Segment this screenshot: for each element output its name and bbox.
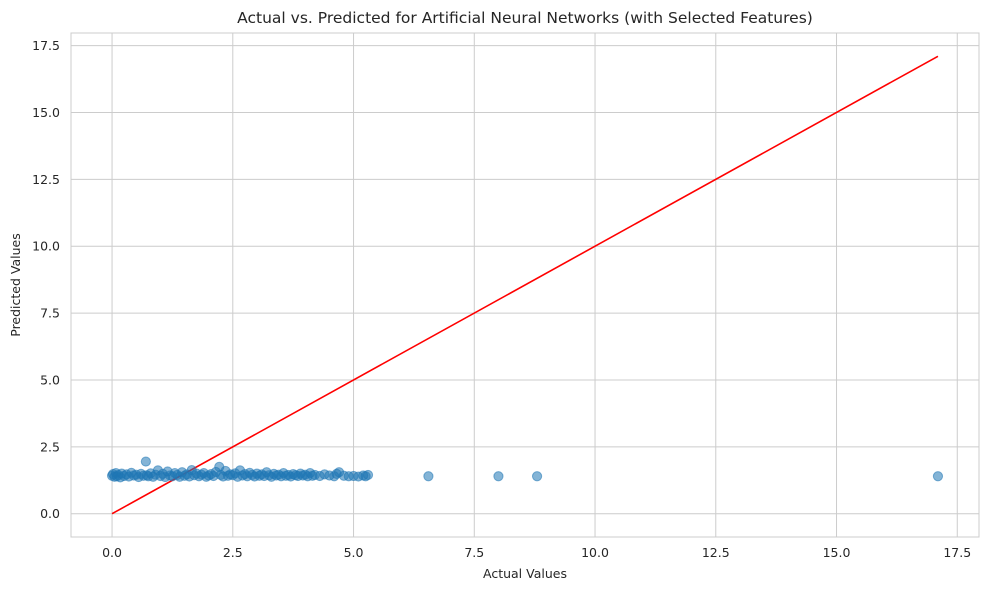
x-tick-label: 2.5: [223, 545, 243, 560]
y-tick-label: 7.5: [40, 306, 60, 321]
identity-line: [111, 55, 939, 515]
scatter-point: [493, 471, 504, 482]
x-tick-label: 7.5: [464, 545, 484, 560]
plot-frame: [70, 32, 980, 538]
chart-title: Actual vs. Predicted for Artificial Neur…: [237, 9, 813, 27]
y-axis-label: Predicted Values: [8, 233, 23, 337]
y-tick-label: 2.5: [40, 439, 60, 454]
x-tick-label: 10.0: [581, 545, 609, 560]
x-tick-label: 12.5: [702, 545, 730, 560]
scatter-point: [140, 456, 151, 467]
grid-lines: [71, 33, 979, 537]
x-axis-label: Actual Values: [483, 566, 567, 581]
scatter-point: [531, 471, 543, 482]
x-tick-label: 5.0: [344, 545, 364, 560]
x-tick-label: 0.0: [102, 545, 122, 560]
scatter-point: [932, 471, 944, 482]
y-tick-label: 10.0: [32, 239, 60, 254]
y-tick-label: 12.5: [32, 172, 60, 187]
scatter-point: [423, 471, 434, 482]
y-tick-label: 0.0: [40, 506, 60, 521]
y-tick-labels: 0.0 2.5 5.0 7.5 10.0 12.5 15.0 17.5: [32, 38, 60, 521]
scatter-points: [106, 456, 944, 483]
y-tick-label: 5.0: [40, 372, 60, 387]
reference-line: [111, 55, 939, 515]
y-tick-label: 17.5: [32, 38, 60, 53]
x-tick-labels: 0.0 2.5 5.0 7.5 10.0 12.5 15.0 17.5: [102, 545, 971, 560]
scatter-point: [362, 469, 374, 481]
x-tick-label: 17.5: [943, 545, 971, 560]
y-tick-label: 15.0: [32, 105, 60, 120]
x-tick-label: 15.0: [823, 545, 851, 560]
